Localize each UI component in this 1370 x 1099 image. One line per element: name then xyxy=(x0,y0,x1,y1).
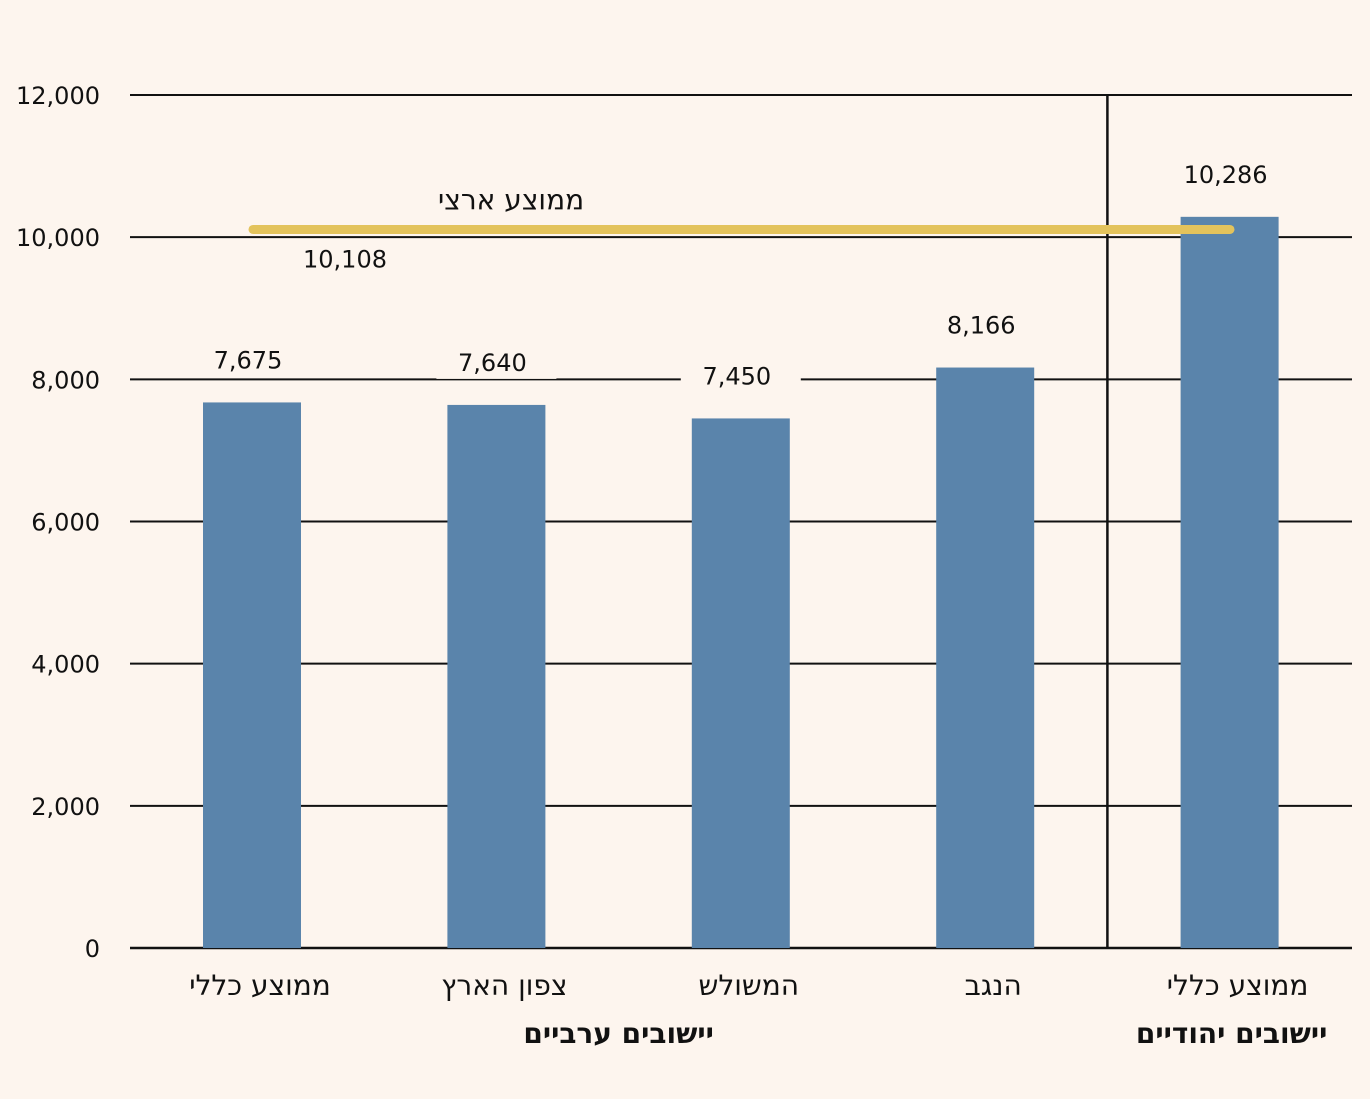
value-label-bg xyxy=(192,346,312,377)
bar xyxy=(691,418,790,948)
category-label: צפון הארץ xyxy=(441,969,567,1002)
category-label: הנגב xyxy=(965,969,1022,1002)
reference-line-label: ממוצע ארצי xyxy=(438,183,584,216)
reference-line-value: 10,108 xyxy=(303,245,387,273)
category-label: המשולש xyxy=(699,969,800,1002)
value-label: 7,675 xyxy=(214,346,283,374)
y-tick-label: 0 xyxy=(85,935,100,963)
y-tick-label: 10,000 xyxy=(16,224,100,252)
category-label: ממוצע כללי xyxy=(189,969,331,1002)
y-tick-label: 6,000 xyxy=(31,509,100,537)
group-label: יישובים ערביים xyxy=(523,1017,713,1050)
value-label-bg xyxy=(680,362,801,393)
bar xyxy=(447,404,546,948)
bar xyxy=(936,367,1035,948)
value-label-bg xyxy=(436,348,557,379)
bar xyxy=(1180,216,1279,948)
value-label-bg xyxy=(1169,160,1290,191)
y-tick-label: 4,000 xyxy=(31,651,100,679)
value-label: 8,166 xyxy=(947,312,1016,340)
value-label-bg xyxy=(925,311,1046,342)
category-label: ממוצע כללי xyxy=(1167,969,1309,1002)
value-label: 7,640 xyxy=(458,349,527,377)
value-label: 7,450 xyxy=(702,362,771,390)
group-label: יישובים יהודיים xyxy=(1136,1017,1327,1050)
bar xyxy=(203,402,301,948)
y-tick-label: 2,000 xyxy=(31,793,100,821)
y-tick-label: 8,000 xyxy=(31,366,100,394)
y-tick-label: 12,000 xyxy=(16,82,100,110)
value-label: 10,286 xyxy=(1184,161,1268,189)
